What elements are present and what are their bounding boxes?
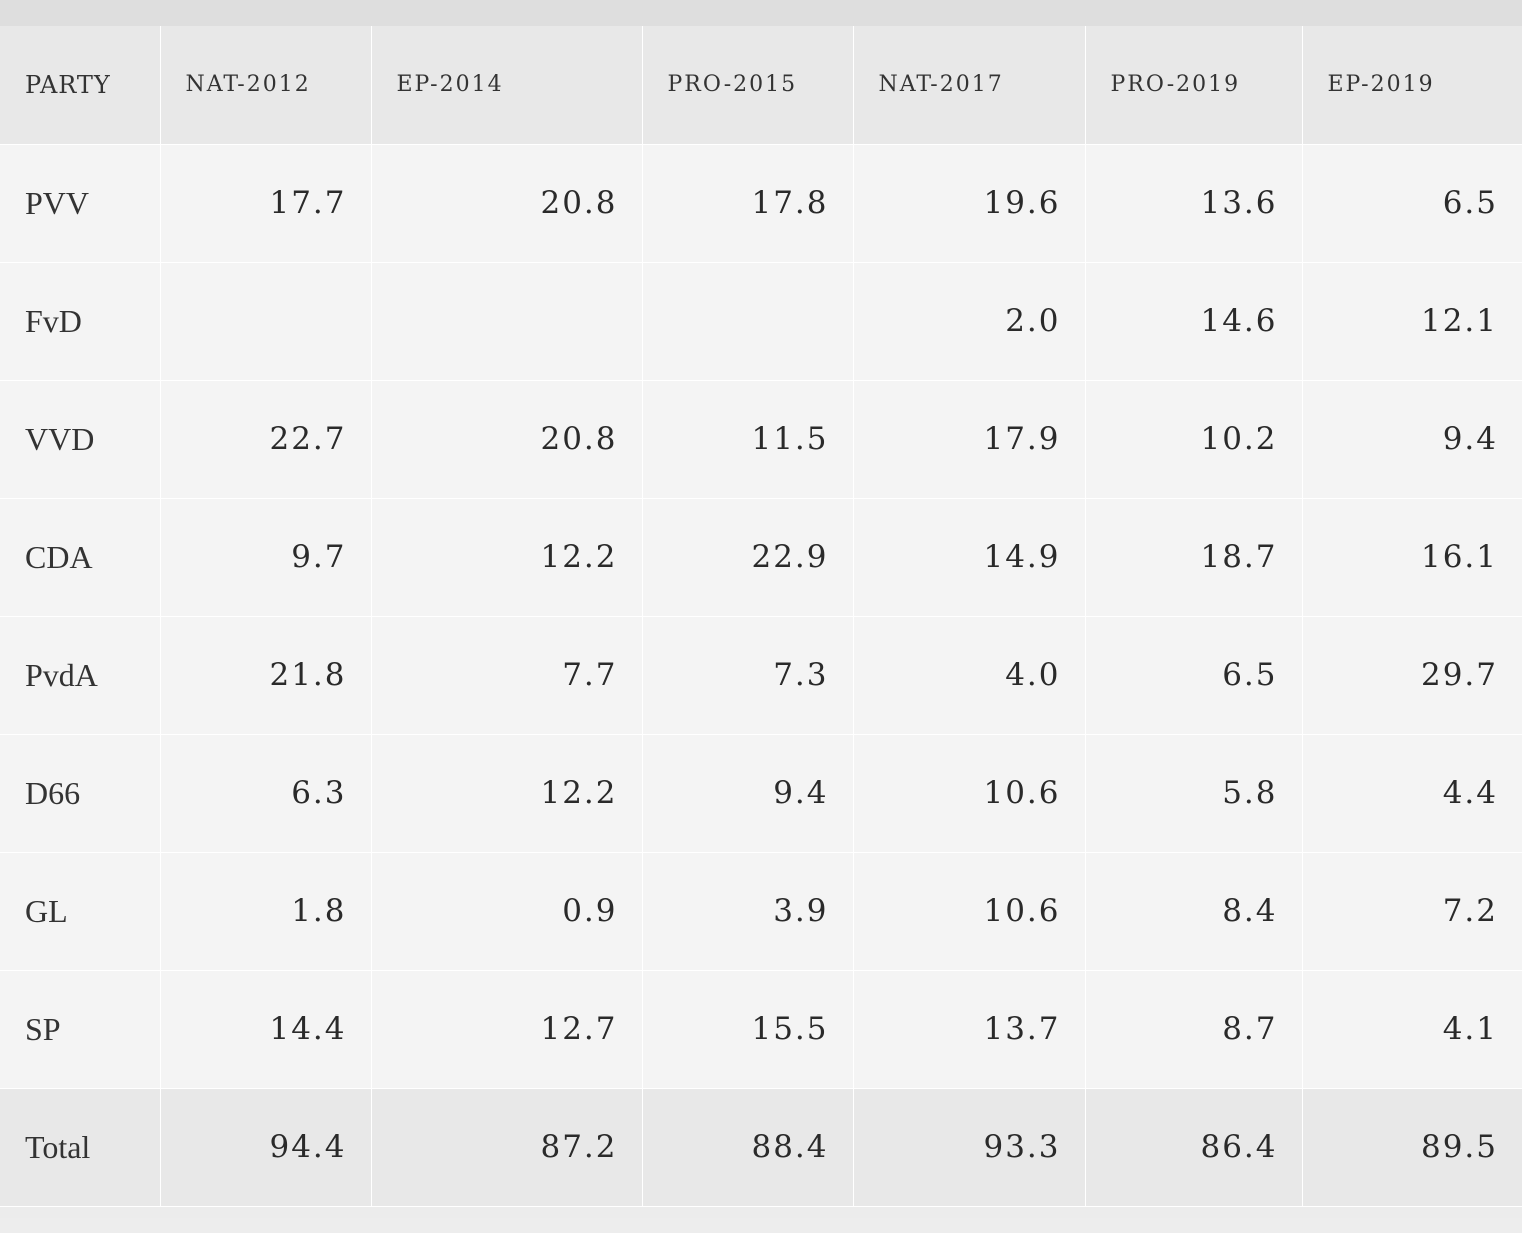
vote-share-cell: 20.8 xyxy=(371,144,643,263)
vote-share-cell: 13.7 xyxy=(853,970,1086,1089)
top-band xyxy=(0,0,1522,26)
table-row: PVV 17.7 20.8 17.8 19.6 13.6 6.5 xyxy=(0,144,1522,263)
vote-share-cell: 18.7 xyxy=(1085,498,1303,617)
party-name: D66 xyxy=(0,734,161,853)
vote-share-cell: 22.7 xyxy=(160,380,372,499)
party-name: VVD xyxy=(0,380,161,499)
vote-share-cell: 12.2 xyxy=(371,734,643,853)
vote-share-cell: 10.6 xyxy=(853,852,1086,971)
vote-share-cell: 4.4 xyxy=(1302,734,1522,853)
column-header: EP-2014 xyxy=(371,26,643,145)
table-body: PVV 17.7 20.8 17.8 19.6 13.6 6.5 FvD 2.0 14.6 12.1… xyxy=(0,144,1522,1207)
vote-share-cell: 11.5 xyxy=(642,380,854,499)
party-name: SP xyxy=(0,970,161,1089)
table-row: D66 6.3 12.2 9.4 10.6 5.8 4.4 xyxy=(0,734,1522,853)
column-header: NAT-2012 xyxy=(160,26,372,145)
vote-share-cell: 7.3 xyxy=(642,616,854,735)
vote-share-cell xyxy=(371,262,643,381)
total-cell: 93.3 xyxy=(853,1088,1086,1207)
total-cell: 86.4 xyxy=(1085,1088,1303,1207)
vote-share-cell xyxy=(160,262,372,381)
vote-share-cell: 10.6 xyxy=(853,734,1086,853)
vote-share-cell: 4.1 xyxy=(1302,970,1522,1089)
vote-share-cell: 17.7 xyxy=(160,144,372,263)
vote-share-cell: 20.8 xyxy=(371,380,643,499)
table-row: CDA 9.7 12.2 22.9 14.9 18.7 16.1 xyxy=(0,498,1522,617)
vote-share-cell: 3.9 xyxy=(642,852,854,971)
vote-share-cell: 5.8 xyxy=(1085,734,1303,853)
vote-share-cell: 9.7 xyxy=(160,498,372,617)
vote-share-cell: 6.5 xyxy=(1302,144,1522,263)
column-header: EP-2019 xyxy=(1302,26,1522,145)
total-label: Total xyxy=(0,1088,161,1207)
vote-share-cell: 22.9 xyxy=(642,498,854,617)
party-name: PvdA xyxy=(0,616,161,735)
total-cell: 89.5 xyxy=(1302,1088,1522,1207)
vote-share-cell: 8.7 xyxy=(1085,970,1303,1089)
vote-share-cell: 16.1 xyxy=(1302,498,1522,617)
party-name: CDA xyxy=(0,498,161,617)
table-row: GL 1.8 0.9 3.9 10.6 8.4 7.2 xyxy=(0,852,1522,971)
vote-share-cell: 10.2 xyxy=(1085,380,1303,499)
results-table-container: PARTY NAT-2012 EP-2014 PRO-2015 NAT-2017 PRO-… xyxy=(0,26,1522,1207)
vote-share-cell: 8.4 xyxy=(1085,852,1303,971)
vote-share-cell: 0.9 xyxy=(371,852,643,971)
vote-share-cell: 13.6 xyxy=(1085,144,1303,263)
vote-share-cell xyxy=(642,262,854,381)
vote-share-cell: 12.1 xyxy=(1302,262,1522,381)
bottom-band xyxy=(0,1218,1522,1233)
column-header: PRO-2019 xyxy=(1085,26,1303,145)
vote-share-cell: 12.2 xyxy=(371,498,643,617)
table-row: PvdA 21.8 7.7 7.3 4.0 6.5 29.7 xyxy=(0,616,1522,735)
total-cell: 88.4 xyxy=(642,1088,854,1207)
vote-share-cell: 14.6 xyxy=(1085,262,1303,381)
vote-share-cell: 19.6 xyxy=(853,144,1086,263)
vote-share-cell: 4.0 xyxy=(853,616,1086,735)
vote-share-cell: 17.9 xyxy=(853,380,1086,499)
vote-share-cell: 21.8 xyxy=(160,616,372,735)
table-row: FvD 2.0 14.6 12.1 xyxy=(0,262,1522,381)
vote-share-cell: 14.9 xyxy=(853,498,1086,617)
vote-share-cell: 17.8 xyxy=(642,144,854,263)
total-cell: 87.2 xyxy=(371,1088,643,1207)
election-results-table: PARTY NAT-2012 EP-2014 PRO-2015 NAT-2017 PRO-… xyxy=(0,26,1522,1207)
column-header: NAT-2017 xyxy=(853,26,1086,145)
vote-share-cell: 7.2 xyxy=(1302,852,1522,971)
vote-share-cell: 6.3 xyxy=(160,734,372,853)
column-header: PRO-2015 xyxy=(642,26,854,145)
vote-share-cell: 14.4 xyxy=(160,970,372,1089)
vote-share-cell: 29.7 xyxy=(1302,616,1522,735)
column-header-party: PARTY xyxy=(0,26,161,145)
vote-share-cell: 7.7 xyxy=(371,616,643,735)
vote-share-cell: 15.5 xyxy=(642,970,854,1089)
vote-share-cell: 12.7 xyxy=(371,970,643,1089)
vote-share-cell: 1.8 xyxy=(160,852,372,971)
party-name: GL xyxy=(0,852,161,971)
vote-share-cell: 2.0 xyxy=(853,262,1086,381)
vote-share-cell: 9.4 xyxy=(1302,380,1522,499)
party-name: FvD xyxy=(0,262,161,381)
vote-share-cell: 6.5 xyxy=(1085,616,1303,735)
header-row: PARTY NAT-2012 EP-2014 PRO-2015 NAT-2017 PRO-… xyxy=(0,26,1522,145)
total-cell: 94.4 xyxy=(160,1088,372,1207)
table-row: SP 14.4 12.7 15.5 13.7 8.7 4.1 xyxy=(0,970,1522,1089)
party-name: PVV xyxy=(0,144,161,263)
table-row: VVD 22.7 20.8 11.5 17.9 10.2 9.4 xyxy=(0,380,1522,499)
total-row: Total 94.4 87.2 88.4 93.3 86.4 89.5 xyxy=(0,1088,1522,1207)
vote-share-cell: 9.4 xyxy=(642,734,854,853)
